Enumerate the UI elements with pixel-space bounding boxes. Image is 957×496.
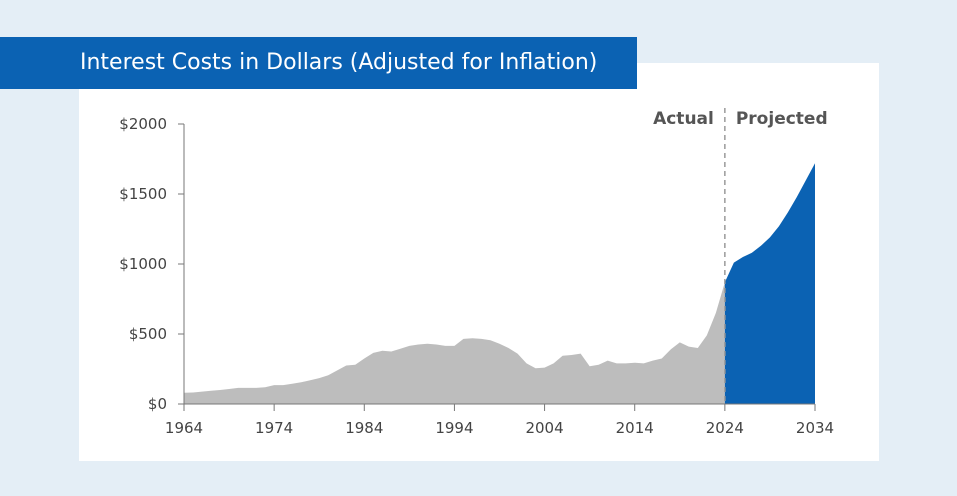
x-tick-label: 2004: [525, 419, 563, 437]
y-tick-label: $2000: [119, 115, 167, 133]
x-tick-label: 1994: [435, 419, 473, 437]
x-tick-label: 2024: [706, 419, 744, 437]
y-tick-label: $1000: [119, 255, 167, 273]
chart-title: Interest Costs in Dollars (Adjusted for …: [0, 37, 637, 89]
label-projected: Projected: [736, 109, 828, 129]
y-tick-label: $500: [129, 325, 167, 343]
y-tick-label: $0: [148, 395, 167, 413]
x-tick-label: 2014: [616, 419, 654, 437]
y-tick-label: $1500: [119, 185, 167, 203]
x-tick-label: 1964: [165, 419, 203, 437]
x-tick-label: 1974: [255, 419, 293, 437]
area-actual: [184, 282, 725, 404]
label-actual: Actual: [653, 109, 714, 129]
x-tick-label: 1984: [345, 419, 383, 437]
x-tick-label: 2034: [796, 419, 834, 437]
area-projected: [724, 163, 815, 404]
